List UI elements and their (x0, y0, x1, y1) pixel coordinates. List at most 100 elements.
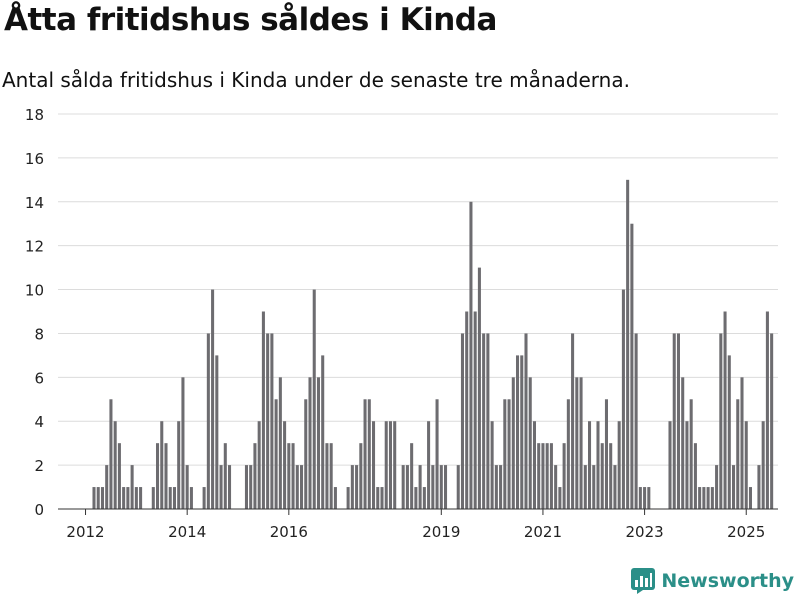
y-tick-label: 2 (34, 457, 44, 475)
bar (113, 421, 117, 509)
bar (160, 421, 164, 509)
bar (410, 443, 414, 509)
bar (765, 311, 769, 509)
bar (617, 421, 621, 509)
bar (499, 465, 503, 509)
bar (363, 399, 367, 509)
bar (219, 465, 223, 509)
bar (215, 355, 219, 509)
y-tick-label: 12 (25, 238, 44, 256)
bar (583, 465, 587, 509)
annotations: 8 (775, 0, 786, 5)
bar (528, 377, 532, 509)
chart-title: Åtta fritidshus såldes i Kinda (4, 2, 497, 38)
bar (168, 487, 172, 509)
bar (435, 399, 439, 509)
bar (715, 465, 719, 509)
x-tick-label: 2016 (270, 523, 308, 541)
bar (414, 487, 418, 509)
bar (325, 443, 329, 509)
bar (96, 487, 100, 509)
y-tick-label: 4 (34, 413, 44, 431)
bar (456, 465, 460, 509)
bar (507, 399, 511, 509)
y-tick-label: 6 (34, 369, 44, 387)
bar (588, 421, 592, 509)
bar (473, 311, 477, 509)
bar (122, 487, 126, 509)
y-tick-label: 0 (34, 501, 44, 519)
bar (185, 465, 189, 509)
bar (609, 443, 613, 509)
bar (172, 487, 176, 509)
bar (643, 487, 647, 509)
bar (228, 465, 232, 509)
bar (300, 465, 304, 509)
bar (304, 399, 308, 509)
bar (744, 421, 748, 509)
bar (316, 377, 320, 509)
bar (727, 355, 731, 509)
bar (156, 443, 160, 509)
bar (151, 487, 155, 509)
bar (249, 465, 253, 509)
bar (266, 333, 270, 509)
bar (469, 201, 473, 509)
bar (274, 399, 278, 509)
bar (134, 487, 138, 509)
bar (706, 487, 710, 509)
bar (689, 399, 693, 509)
bar (117, 443, 121, 509)
bar (422, 487, 426, 509)
bar (566, 399, 570, 509)
bar (181, 377, 185, 509)
bar (211, 289, 215, 509)
bar (223, 443, 227, 509)
bar (380, 487, 384, 509)
bar (105, 465, 109, 509)
bar (130, 465, 134, 509)
bar (189, 487, 193, 509)
y-tick-label: 8 (34, 325, 44, 343)
bar (537, 443, 541, 509)
x-tick-label: 2012 (66, 523, 104, 541)
bar (109, 399, 113, 509)
bar (604, 399, 608, 509)
bar (681, 377, 685, 509)
bar (761, 421, 765, 509)
bar (613, 465, 617, 509)
bar (427, 421, 431, 509)
bar (698, 487, 702, 509)
x-tick-label: 2025 (727, 523, 765, 541)
bar (257, 421, 261, 509)
bar (621, 289, 625, 509)
x-tick-label: 2021 (524, 523, 562, 541)
bar (164, 443, 168, 509)
bar (740, 377, 744, 509)
bar (291, 443, 295, 509)
bar (439, 465, 443, 509)
bar (541, 443, 545, 509)
bar (482, 333, 486, 509)
bar (206, 333, 210, 509)
bar (405, 465, 409, 509)
bar (592, 465, 596, 509)
bar (376, 487, 380, 509)
bar (600, 443, 604, 509)
bar (333, 487, 337, 509)
brand: Newsworthy (631, 568, 794, 594)
bars (92, 179, 774, 510)
bar (719, 333, 723, 509)
bar (736, 399, 740, 509)
bar (579, 377, 583, 509)
bar (384, 421, 388, 509)
bar (329, 443, 333, 509)
chart-subtitle: Antal sålda fritidshus i Kinda under de … (2, 68, 630, 92)
bar (575, 377, 579, 509)
bar (596, 421, 600, 509)
bar (308, 377, 312, 509)
bar (554, 465, 558, 509)
bar (359, 443, 363, 509)
bar (571, 333, 575, 509)
bar (549, 443, 553, 509)
